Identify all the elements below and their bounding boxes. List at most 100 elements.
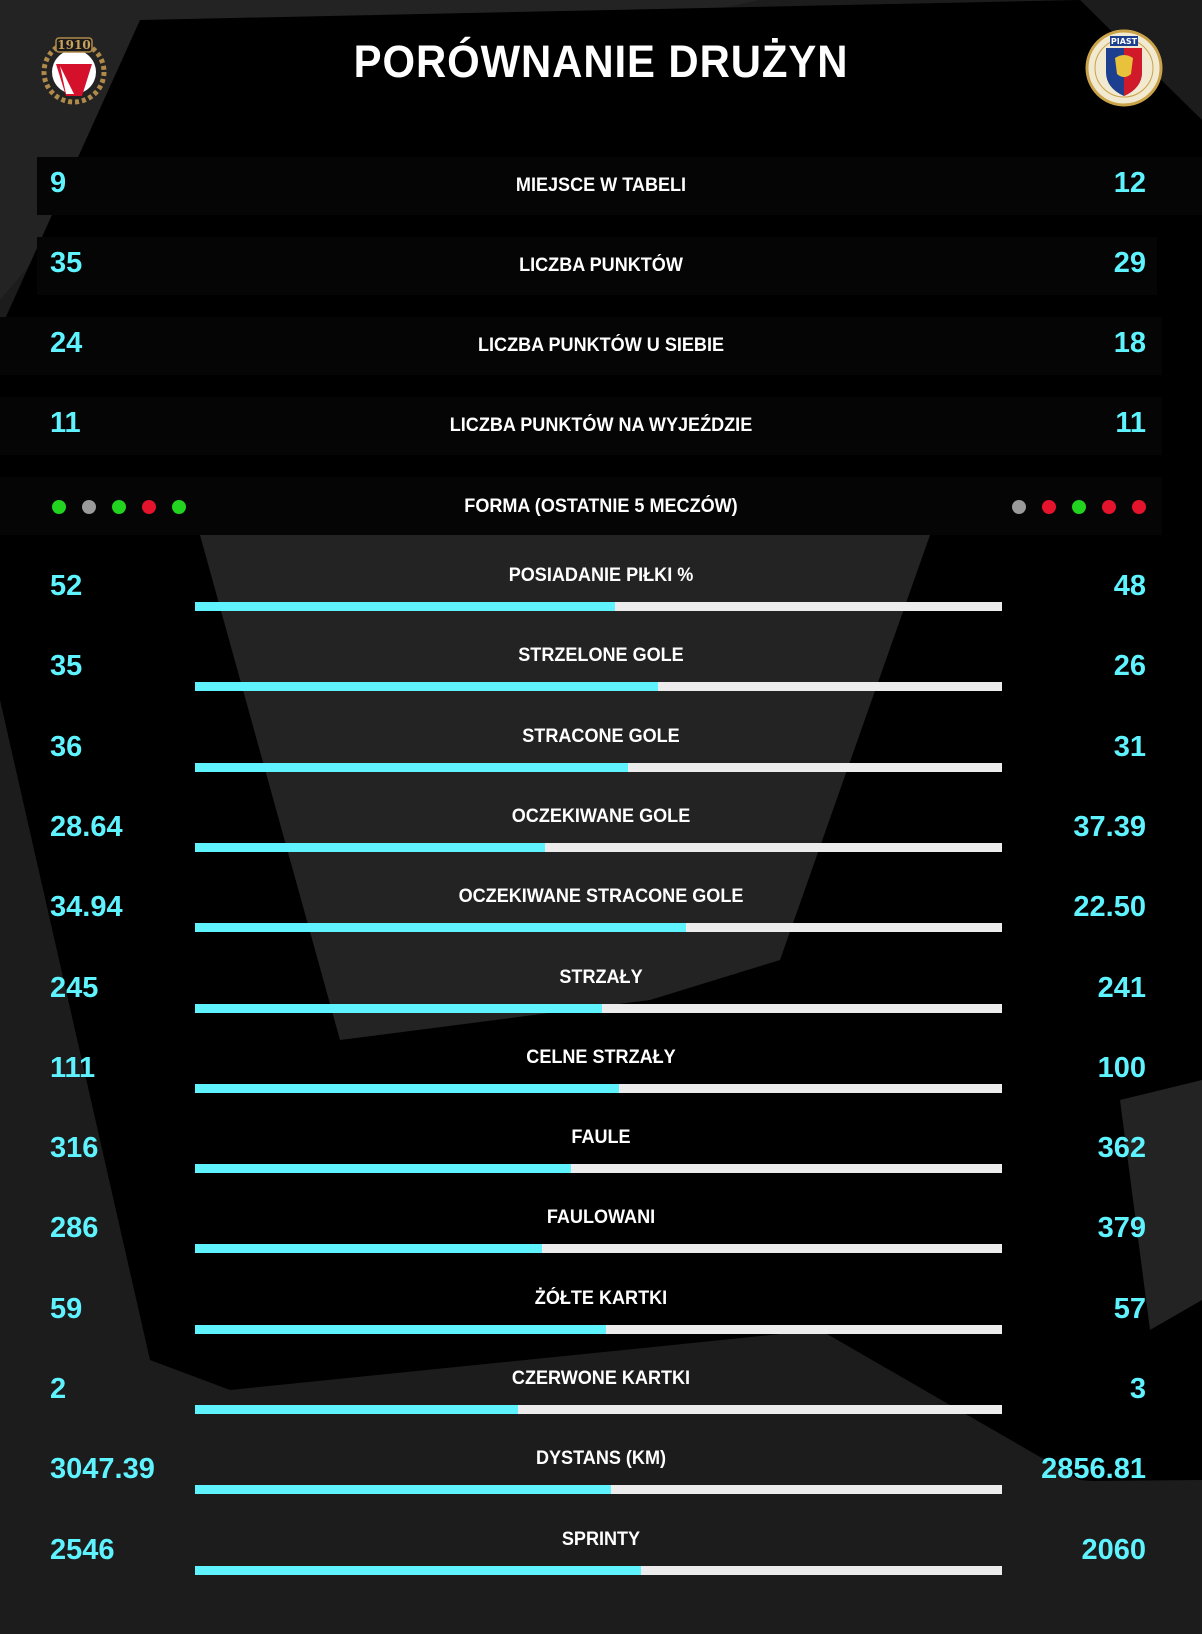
stat-bar-row: 59 ŻÓŁTE KARTKI 57 — [0, 1283, 1202, 1343]
away-value: 29 — [1113, 247, 1146, 279]
comparison-bar — [195, 1164, 1002, 1173]
away-team-crest: PIAST — [1084, 28, 1164, 108]
home-value: 24 — [50, 327, 83, 359]
stat-label: FORMA (OSTATNIE 5 MECZÓW) — [464, 496, 738, 517]
form-win-dot — [1072, 500, 1086, 514]
stat-label: MIEJSCE W TABELI — [515, 175, 687, 196]
stat-row: 35 LICZBA PUNKTÓW 29 — [0, 237, 1202, 295]
away-value: 100 — [1097, 1052, 1146, 1084]
away-value: 379 — [1097, 1212, 1146, 1244]
away-value: 48 — [1113, 570, 1146, 602]
home-team-crest: 1910 — [34, 30, 114, 110]
widzew-crest-icon: 1910 — [41, 37, 107, 105]
home-share-fill — [195, 763, 628, 772]
stat-label: FAULE — [571, 1127, 631, 1148]
stat-bar-row: 111 CELNE STRZAŁY 100 — [0, 1042, 1202, 1102]
home-value: 52 — [50, 570, 83, 602]
away-value: 2856.81 — [1041, 1453, 1146, 1485]
stat-label: OCZEKIWANE GOLE — [511, 806, 691, 827]
form-row: FORMA (OSTATNIE 5 MECZÓW) — [0, 477, 1202, 535]
stat-label: CELNE STRZAŁY — [526, 1047, 676, 1068]
home-value: 35 — [50, 247, 83, 279]
row-panel — [0, 317, 1162, 375]
home-value: 2 — [50, 1373, 67, 1405]
home-share-fill — [195, 1325, 606, 1334]
away-value: 11 — [1115, 407, 1146, 439]
stat-bar-row: 35 STRZELONE GOLE 26 — [0, 640, 1202, 700]
away-value: 18 — [1113, 327, 1146, 359]
home-share-fill — [195, 602, 615, 611]
row-panel — [0, 477, 1162, 535]
form-loss-dot — [142, 500, 156, 514]
home-value: 3047.39 — [50, 1453, 155, 1485]
home-value: 316 — [50, 1132, 99, 1164]
stat-label: LICZBA PUNKTÓW — [519, 255, 683, 276]
stat-bar-row: 36 STRACONE GOLE 31 — [0, 721, 1202, 781]
home-value: 28.64 — [50, 811, 123, 843]
home-share-fill — [195, 1164, 571, 1173]
away-value: 26 — [1113, 650, 1146, 682]
home-share-fill — [195, 1004, 602, 1013]
form-win-dot — [52, 500, 66, 514]
comparison-bar — [195, 923, 1002, 932]
away-value: 362 — [1097, 1132, 1146, 1164]
comparison-bar — [195, 763, 1002, 772]
form-win-dot — [172, 500, 186, 514]
home-value: 11 — [50, 407, 81, 439]
stat-label: OCZEKIWANE STRACONE GOLE — [458, 886, 744, 907]
stat-bar-row: 3047.39 DYSTANS (KM) 2856.81 — [0, 1443, 1202, 1503]
form-draw-dot — [82, 500, 96, 514]
home-value: 34.94 — [50, 891, 123, 923]
stat-label: LICZBA PUNKTÓW U SIEBIE — [477, 335, 725, 356]
home-share-fill — [195, 923, 686, 932]
home-value: 9 — [50, 167, 67, 199]
comparison-bar — [195, 602, 1002, 611]
home-share-fill — [195, 843, 545, 852]
stat-bar-row: 28.64 OCZEKIWANE GOLE 37.39 — [0, 801, 1202, 861]
stat-bar-row: 316 FAULE 362 — [0, 1122, 1202, 1182]
form-win-dot — [112, 500, 126, 514]
stat-label: POSIADANIE PIŁKI % — [508, 565, 694, 586]
comparison-bar — [195, 1084, 1002, 1093]
comparison-bar — [195, 843, 1002, 852]
stat-label: STRACONE GOLE — [522, 726, 680, 747]
home-value: 36 — [50, 731, 83, 763]
home-value: 245 — [50, 972, 99, 1004]
form-loss-dot — [1102, 500, 1116, 514]
comparison-bar — [195, 1244, 1002, 1253]
stat-label: SPRINTY — [561, 1529, 641, 1550]
home-value: 35 — [50, 650, 83, 682]
stat-label: LICZBA PUNKTÓW NA WYJEŹDZIE — [449, 415, 753, 436]
home-form-dots — [52, 500, 186, 514]
home-share-fill — [195, 682, 658, 691]
comparison-bar — [195, 682, 1002, 691]
away-value: 22.50 — [1073, 891, 1146, 923]
away-value: 3 — [1129, 1373, 1146, 1405]
away-value: 2060 — [1081, 1534, 1146, 1566]
home-value: 111 — [50, 1052, 96, 1084]
row-panel — [0, 397, 1162, 455]
stat-row: 9 MIEJSCE W TABELI 12 — [0, 157, 1202, 215]
stat-row: 24 LICZBA PUNKTÓW U SIEBIE 18 — [0, 317, 1202, 375]
stat-label: ŻÓŁTE KARTKI — [534, 1288, 668, 1309]
stat-bar-row: 34.94 OCZEKIWANE STRACONE GOLE 22.50 — [0, 881, 1202, 941]
home-share-fill — [195, 1566, 641, 1575]
home-share-fill — [195, 1405, 518, 1414]
piast-crest-icon: PIAST — [1085, 29, 1163, 107]
stat-row: 11 LICZBA PUNKTÓW NA WYJEŹDZIE 11 — [0, 397, 1202, 455]
home-value: 2546 — [50, 1534, 115, 1566]
stat-label: STRZAŁY — [559, 967, 643, 988]
svg-text:1910: 1910 — [57, 38, 90, 52]
home-value: 59 — [50, 1293, 83, 1325]
row-panel — [37, 157, 1202, 215]
comparison-bar — [195, 1004, 1002, 1013]
form-loss-dot — [1042, 500, 1056, 514]
form-loss-dot — [1132, 500, 1146, 514]
away-form-dots — [1012, 500, 1146, 514]
away-value: 37.39 — [1073, 811, 1146, 843]
stat-label: STRZELONE GOLE — [518, 645, 684, 666]
away-value: 57 — [1113, 1293, 1146, 1325]
comparison-bar — [195, 1325, 1002, 1334]
form-draw-dot — [1012, 500, 1026, 514]
